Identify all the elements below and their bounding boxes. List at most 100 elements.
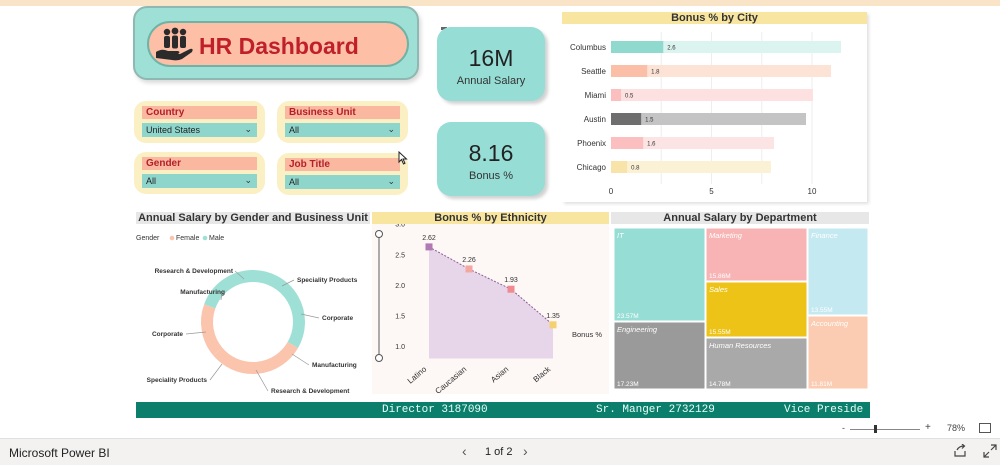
chevron-down-icon: ⌄	[244, 124, 252, 134]
ethnicity-value-label: 1.93	[504, 277, 518, 284]
ethnicity-category-label: Caucasian	[434, 365, 469, 394]
department-value: 14.78M	[709, 381, 731, 388]
city-label: Columbus	[570, 43, 606, 52]
fit-to-page-icon[interactable]	[979, 423, 991, 433]
ethnicity-value-label: 2.26	[462, 257, 476, 264]
department-tile[interactable]	[613, 227, 706, 322]
job-title-slicer[interactable]: Job Title All ⌄	[277, 153, 408, 195]
annual-salary-value: 16M	[468, 45, 514, 71]
bonus-by-city-panel[interactable]: Bonus % by City Columbus 2.6 Seattle 1.8 Mia…	[562, 12, 867, 202]
ticker-item: Director 3187090	[382, 404, 488, 416]
bonus-by-ethnicity-panel[interactable]: Bonus % by Ethnicity 3.0 2.5 2.0 1.5 1.0 2.62…	[372, 212, 609, 394]
salary-by-department-chart[interactable]: IT 23.57M Engineering 17.23M Marketing 15.86M…	[611, 224, 869, 392]
salary-by-gender-chart[interactable]: Gender Female Male Speciality Products Corpo…	[136, 224, 370, 394]
country-dropdown[interactable]: United States ⌄	[142, 123, 257, 137]
department-tile[interactable]	[705, 281, 808, 338]
department-value: 17.23M	[617, 381, 639, 388]
department-tile[interactable]	[613, 321, 706, 390]
donut-label: Speciality Products	[297, 277, 358, 284]
city-bar[interactable]	[611, 137, 644, 149]
job-title-dropdown[interactable]: All ⌄	[285, 175, 400, 189]
department-name: Human Resources	[709, 341, 771, 350]
zoom-percent: 78%	[947, 423, 966, 433]
city-bar[interactable]	[611, 89, 622, 101]
bonus-by-ethnicity-chart[interactable]: 3.0 2.5 2.0 1.5 1.0 2.62 2.26 1.93 1.35 Latino Cau…	[372, 224, 609, 394]
city-bar-background	[611, 65, 831, 77]
ethnicity-value-label: 1.35	[546, 313, 560, 320]
fullscreen-icon[interactable]	[983, 444, 997, 458]
salary-by-gender-panel[interactable]: Annual Salary by Gender and Business Uni…	[136, 212, 370, 394]
bonus-card[interactable]: 8.16 Bonus %	[437, 122, 545, 196]
ethnicity-line	[428, 246, 554, 326]
y-tick-label: 1.0	[395, 344, 405, 351]
bonus-by-city-chart[interactable]: Columbus 2.6 Seattle 1.8 Miami 0.5 Austin 1.5 Ph…	[562, 24, 867, 202]
ethnicity-area[interactable]	[429, 246, 553, 359]
country-slicer-label: Country	[142, 106, 257, 119]
department-value: 11.81M	[811, 381, 832, 388]
department-name: Accounting	[810, 319, 849, 328]
zoom-in-button[interactable]: +	[925, 422, 931, 433]
business-unit-slicer[interactable]: Business Unit All ⌄	[277, 101, 408, 143]
department-tile[interactable]	[807, 315, 869, 390]
ethnicity-category-label: Latino	[406, 364, 429, 385]
salary-by-gender-title: Annual Salary by Gender and Business Uni…	[136, 212, 370, 224]
city-bar-background	[611, 41, 841, 53]
department-name: Engineering	[617, 325, 658, 334]
annual-salary-caption: Annual Salary	[456, 75, 526, 87]
department-name: Marketing	[709, 231, 743, 240]
department-name: Finance	[811, 231, 838, 240]
gender-dropdown[interactable]: All ⌄	[142, 174, 257, 188]
zoom-out-button[interactable]: -	[842, 423, 845, 433]
x-tick-label: 10	[808, 187, 817, 196]
share-icon[interactable]	[953, 444, 967, 458]
chevron-left-icon[interactable]: ‹	[462, 443, 467, 459]
top-accent-bar	[0, 0, 1000, 6]
department-tile[interactable]	[705, 227, 808, 282]
city-bar[interactable]	[611, 113, 642, 125]
donut-slice[interactable]	[213, 341, 299, 374]
city-label: Miami	[585, 91, 607, 100]
legend-label: Bonus %	[572, 330, 602, 339]
job-title-slicer-label: Job Title	[285, 158, 400, 171]
ethnicity-marker[interactable]	[549, 321, 557, 329]
country-value: United States	[146, 125, 201, 135]
legend-title: Gender	[136, 235, 160, 242]
donut-leader-line	[220, 291, 223, 301]
donut-leader-line	[281, 279, 295, 287]
business-unit-slicer-label: Business Unit	[285, 106, 400, 119]
country-slicer[interactable]: Country United States ⌄	[134, 101, 265, 143]
donut-leader-line	[234, 270, 245, 280]
city-bar[interactable]	[611, 41, 664, 53]
range-slider-handle-top[interactable]	[375, 230, 383, 238]
department-tile[interactable]	[807, 227, 869, 316]
donut-label: Corporate	[152, 331, 183, 338]
gender-slicer[interactable]: Gender All ⌄	[134, 152, 265, 194]
salary-by-department-panel[interactable]: Annual Salary by Department IT 23.57M Engi…	[611, 212, 869, 392]
donut-label: Research & Development	[155, 268, 234, 275]
ethnicity-category-label: Asian	[489, 365, 510, 385]
title-pill: HR Dashboard	[147, 21, 409, 67]
zoom-slider-track[interactable]	[850, 429, 920, 430]
city-bar-background	[611, 89, 813, 101]
city-bar[interactable]	[611, 161, 628, 173]
chevron-down-icon: ⌄	[387, 124, 395, 134]
city-bar-background	[611, 137, 774, 149]
ethnicity-marker[interactable]	[507, 285, 515, 293]
department-tile[interactable]	[705, 337, 808, 390]
donut-slice[interactable]	[252, 270, 305, 348]
zoom-slider-thumb[interactable]	[874, 425, 877, 433]
range-slider-handle-bottom[interactable]	[375, 354, 383, 362]
donut-leader-line	[291, 353, 310, 366]
city-value-label: 1.8	[651, 70, 660, 76]
donut-slice[interactable]	[201, 304, 223, 356]
ethnicity-marker[interactable]	[425, 243, 433, 251]
job-title-ticker: Director 3187090 Sr. Manger 2732129 Vice…	[136, 402, 870, 418]
chevron-right-icon[interactable]: ›	[523, 443, 528, 459]
ethnicity-marker[interactable]	[465, 265, 473, 273]
annual-salary-card[interactable]: 16M Annual Salary	[437, 27, 545, 101]
donut-slice[interactable]	[204, 270, 254, 309]
city-label: Chicago	[577, 163, 607, 172]
city-bar[interactable]	[611, 65, 648, 77]
gender-slicer-label: Gender	[142, 157, 257, 170]
business-unit-dropdown[interactable]: All ⌄	[285, 123, 400, 137]
